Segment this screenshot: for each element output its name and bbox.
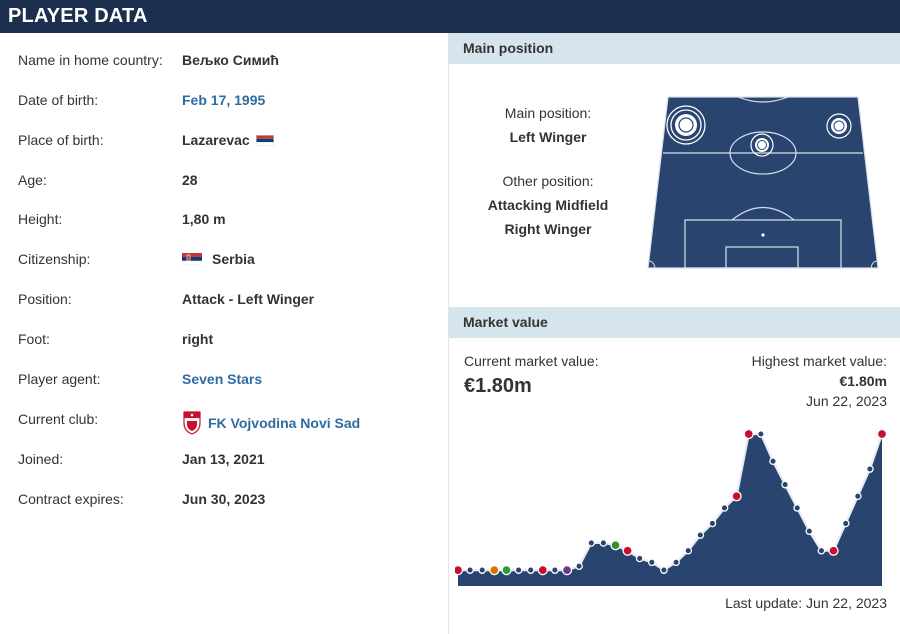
market-value-point[interactable] — [455, 564, 464, 576]
info-value-contract: Jun 30, 2023 — [182, 491, 266, 507]
info-value-foot: right — [182, 331, 214, 347]
other-position-value-1: Attacking Midfield — [487, 197, 609, 213]
serbia-flag-icon — [255, 134, 275, 147]
market-value-chart[interactable] — [455, 420, 890, 590]
page-title: PLAYER DATA — [8, 5, 148, 27]
market-value-point[interactable] — [743, 428, 754, 440]
market-value-point[interactable] — [769, 457, 777, 466]
vojvodina-crest-icon[interactable] — [182, 409, 202, 435]
info-value-citizenship: Serbia — [181, 249, 255, 269]
main-position-marker — [666, 105, 706, 145]
pitch-penalty-arc — [731, 207, 795, 221]
other-position-label: Other position: — [502, 173, 594, 189]
market-value-point[interactable] — [501, 564, 512, 576]
market-value-point[interactable] — [757, 430, 765, 438]
main-position-label: Main position: — [504, 105, 592, 121]
info-label: Position: — [18, 291, 72, 307]
market-value-area — [458, 434, 882, 586]
info-label: Place of birth: — [18, 132, 104, 148]
info-label: Name in home country: — [18, 52, 163, 68]
attacking-midfield-marker — [750, 133, 774, 157]
pitch-penalty-spot — [761, 233, 765, 237]
last-update: Last update: Jun 22, 2023 — [725, 595, 887, 611]
market-value-point[interactable] — [635, 554, 644, 563]
citizenship-text: Serbia — [212, 251, 255, 267]
market-value-point[interactable] — [696, 531, 705, 539]
market-value-point[interactable] — [575, 562, 583, 571]
info-value-name: Вељко Симић — [182, 52, 279, 68]
market-value-point[interactable] — [853, 492, 862, 501]
club-name[interactable]: FK Vojvodina Novi Sad — [208, 415, 361, 431]
market-value-point[interactable] — [876, 428, 888, 440]
column-divider — [448, 33, 449, 634]
info-label: Citizenship: — [18, 251, 91, 267]
market-value-point[interactable] — [817, 546, 826, 555]
info-label: Age: — [18, 172, 47, 188]
market-value-point[interactable] — [793, 504, 802, 512]
main-position-header: Main position — [449, 33, 900, 64]
highest-market-value: €1.80m — [839, 373, 887, 389]
market-value-title: Market value — [463, 314, 548, 330]
agent-link[interactable]: Seven Stars — [182, 371, 263, 387]
info-value-birthplace: Lazarevac — [182, 130, 275, 150]
player-info-table: Name in home country: Вељко Симић Date o… — [0, 33, 448, 634]
info-value-age: 28 — [182, 172, 198, 188]
market-value-point[interactable] — [841, 519, 850, 528]
market-value-header: Market value — [449, 307, 900, 338]
pitch-center-circle — [729, 131, 797, 175]
info-label: Height: — [18, 211, 63, 227]
right-winger-marker — [826, 113, 852, 139]
market-value-point[interactable] — [551, 566, 559, 574]
pitch-top-arc — [737, 96, 789, 103]
market-value-point[interactable] — [647, 558, 656, 567]
market-value-point[interactable] — [731, 491, 742, 502]
market-value-point[interactable] — [781, 480, 789, 489]
pitch-surface — [647, 96, 879, 269]
market-value-point[interactable] — [514, 566, 523, 574]
serbia-flag-icon — [181, 253, 203, 266]
market-value-point[interactable] — [622, 545, 633, 556]
market-value-point[interactable] — [478, 566, 487, 574]
birthplace-text: Lazarevac — [182, 132, 250, 148]
market-value-point[interactable] — [866, 465, 874, 473]
market-value-point[interactable] — [720, 504, 729, 512]
info-label: Player agent: — [18, 371, 101, 387]
main-position-title: Main position — [463, 40, 554, 56]
market-value-point[interactable] — [466, 566, 474, 574]
club-link[interactable]: FK Vojvodina Novi Sad — [182, 409, 360, 435]
info-value-joined: Jan 13, 2021 — [182, 451, 265, 467]
highest-market-value-date: Jun 22, 2023 — [806, 393, 887, 409]
info-label: Contract expires: — [18, 491, 124, 507]
market-value-point[interactable] — [489, 564, 500, 576]
market-value-point[interactable] — [561, 564, 573, 576]
main-position-value: Left Winger — [509, 129, 587, 145]
highest-market-value-label: Highest market value: — [751, 353, 887, 369]
info-label: Date of birth: — [18, 92, 99, 108]
info-label: Joined: — [18, 451, 64, 467]
other-position-value-2: Right Winger — [504, 221, 592, 237]
pitch-goal-box — [725, 246, 799, 269]
market-value-point[interactable] — [610, 540, 621, 551]
market-value-point[interactable] — [672, 558, 680, 567]
pitch-diagram — [647, 96, 879, 269]
info-label: Foot: — [18, 331, 50, 347]
info-value-position: Attack - Left Winger — [182, 291, 315, 307]
info-label: Current club: — [18, 411, 99, 427]
info-value-height: 1,80 m — [182, 211, 226, 227]
page-header: PLAYER DATA — [0, 0, 900, 33]
current-market-value-label: Current market value: — [464, 353, 599, 369]
market-value-point[interactable] — [708, 519, 717, 528]
market-value-point[interactable] — [805, 527, 814, 536]
market-value-point[interactable] — [660, 566, 668, 574]
dob-link[interactable]: Feb 17, 1995 — [182, 92, 266, 108]
market-value-point[interactable] — [828, 545, 839, 556]
current-market-value: €1.80m — [464, 375, 532, 397]
market-value-point[interactable] — [526, 566, 535, 574]
market-value-point[interactable] — [599, 539, 608, 547]
market-value-point[interactable] — [537, 564, 548, 576]
market-value-point[interactable] — [684, 546, 693, 555]
market-value-point[interactable] — [587, 539, 596, 547]
